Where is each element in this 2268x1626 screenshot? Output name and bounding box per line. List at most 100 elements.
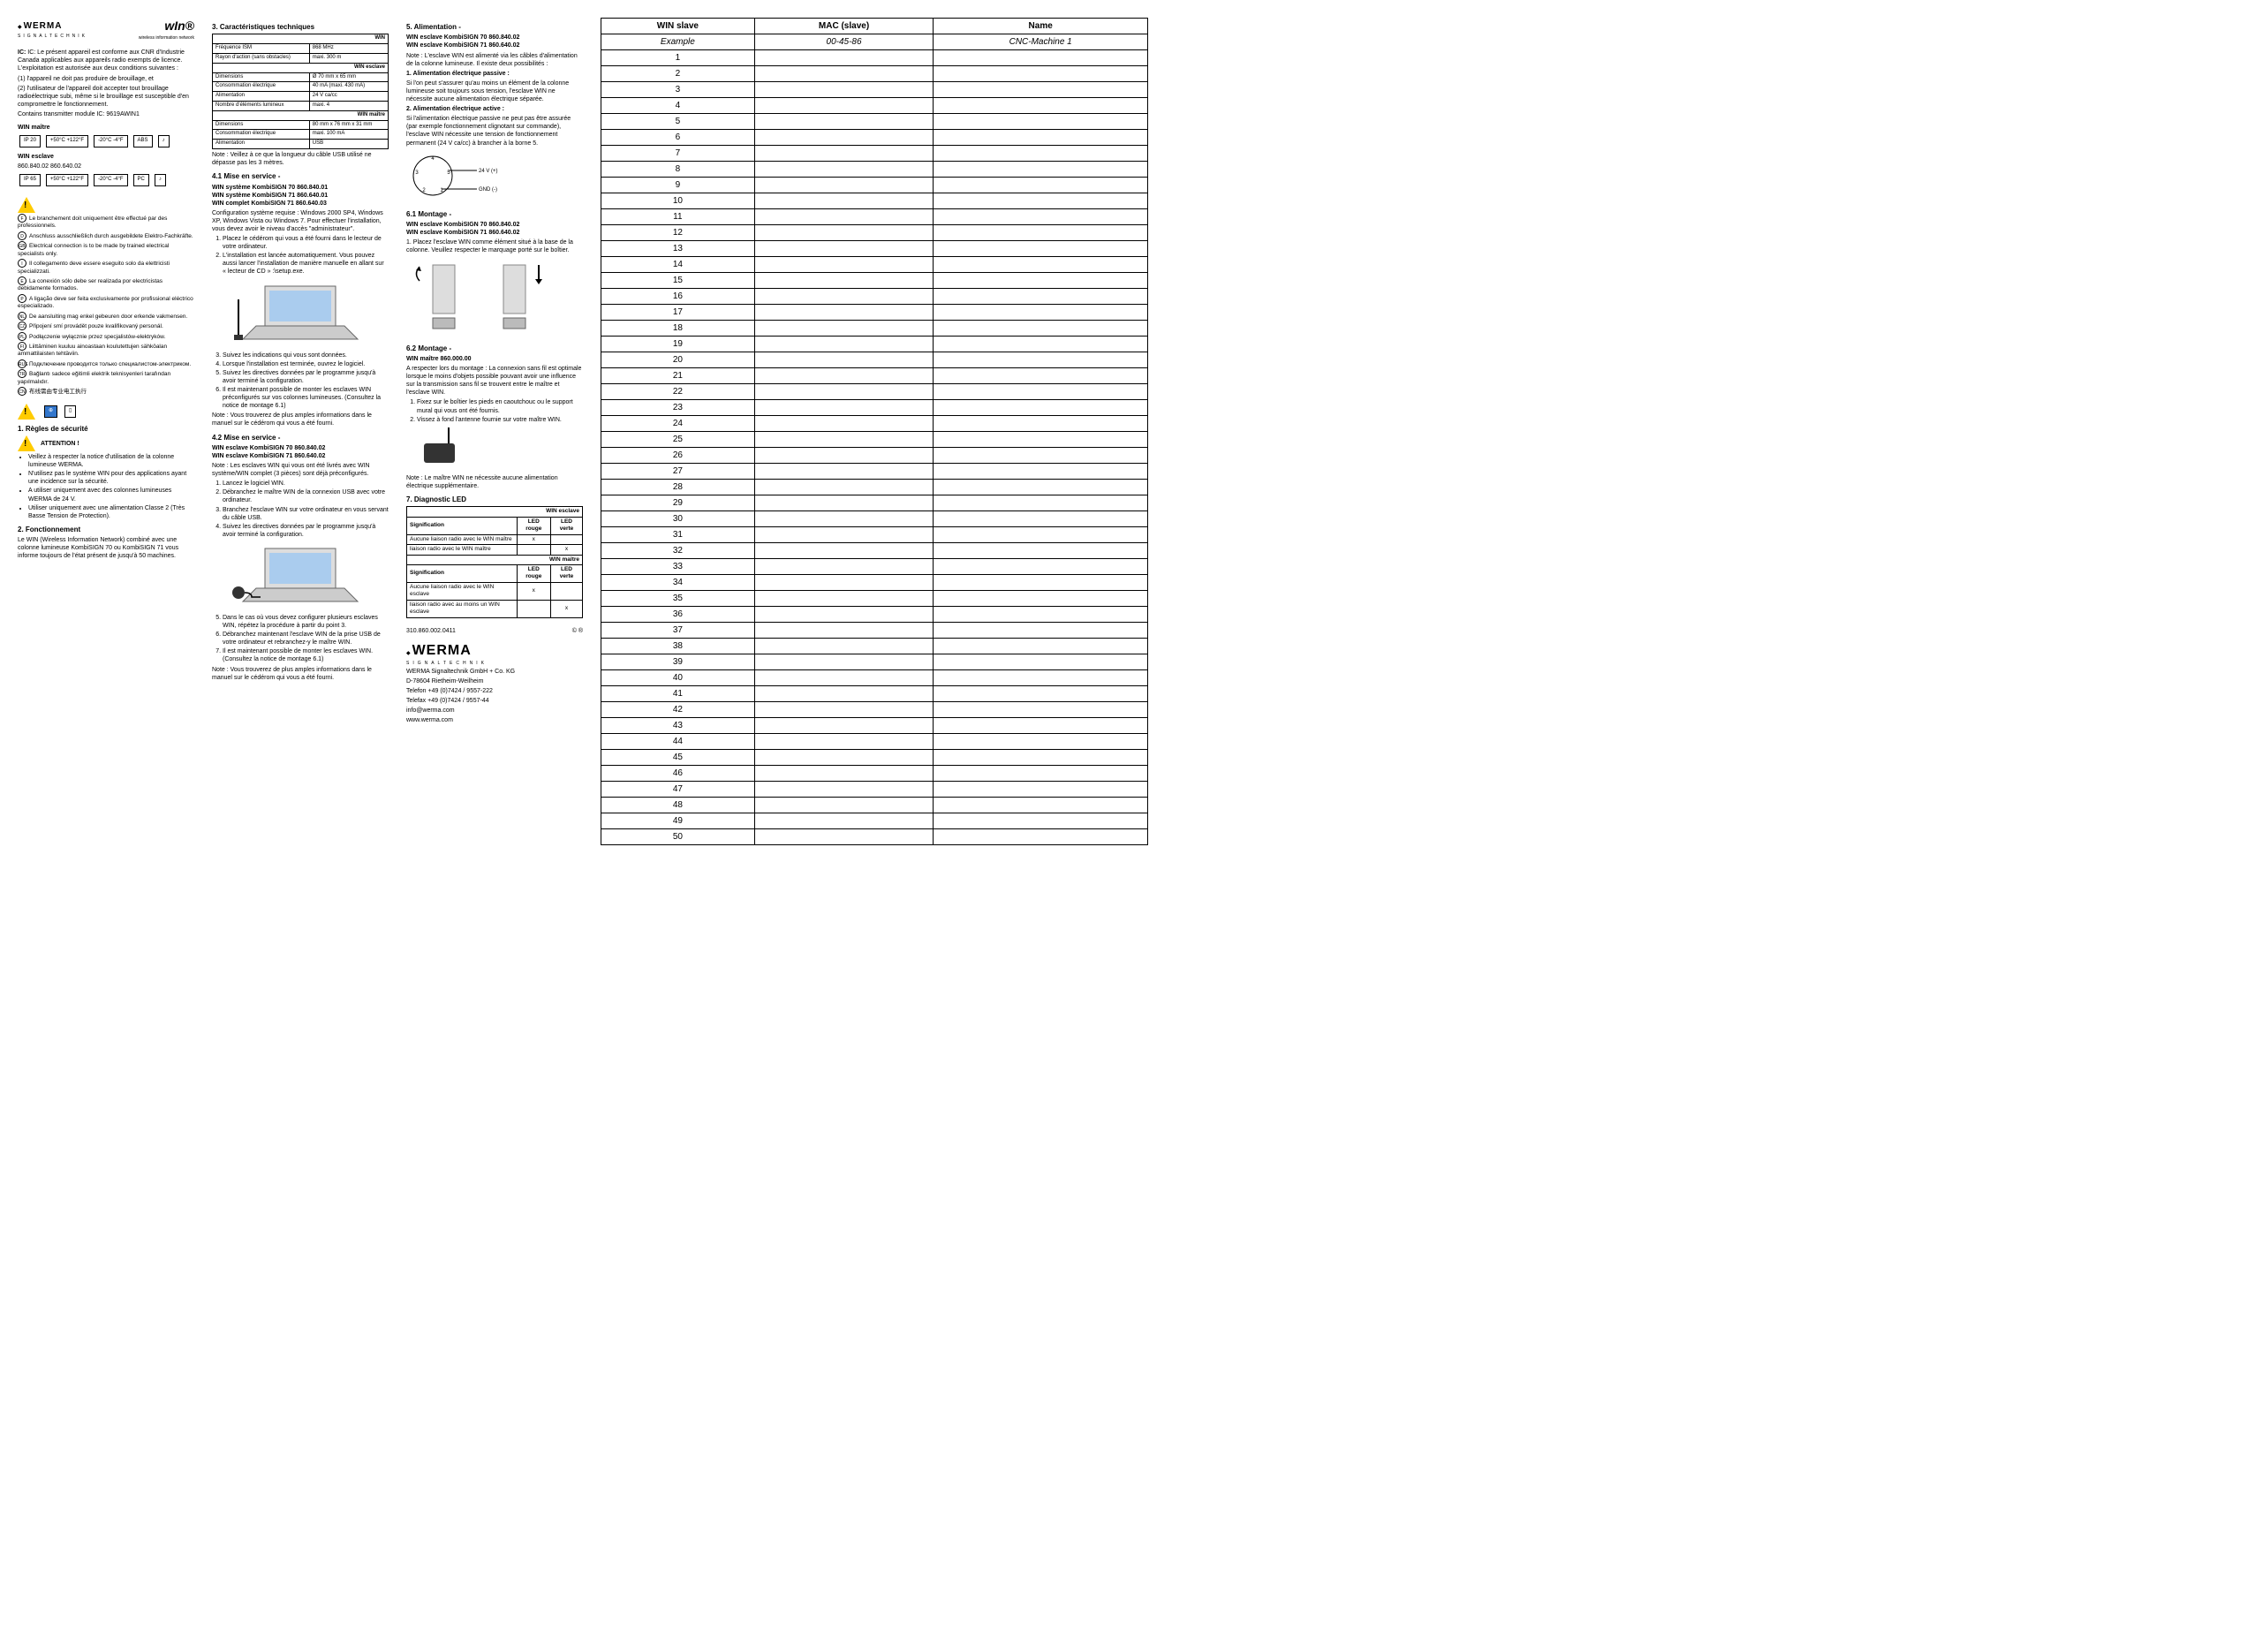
steps-42: Lancez le logiciel WIN.Débranchez le maî… xyxy=(223,480,389,539)
language-list: FLe branchement doit uniquement être eff… xyxy=(18,214,194,397)
ic-statement: IC: IC: Le présent appareil est conforme… xyxy=(18,49,194,72)
list-item: Lorsque l'installation est terminée, ouv… xyxy=(223,360,389,368)
lang-entry: GBElectrical connection is to be made by… xyxy=(18,241,194,258)
section2-text: Le WIN (Wireless Information Network) co… xyxy=(18,536,194,560)
lang-entry: CN布线需由专业电工执行 xyxy=(18,387,194,396)
section7-title: 7. Diagnostic LED xyxy=(406,495,583,504)
table-row: 5 xyxy=(601,114,1148,130)
steps62: Fixez sur le boîtier les pieds en caoutc… xyxy=(417,398,583,423)
svg-text:24 V (+): 24 V (+) xyxy=(479,169,498,174)
svg-text:2: 2 xyxy=(422,188,426,193)
list-item: Suivez les directives données par le pro… xyxy=(223,369,389,385)
section5-sub: WIN esclave KombiSIGN 70 860.840.02 WIN … xyxy=(406,34,583,49)
section61-title: 6.1 Montage - xyxy=(406,210,583,219)
table-row: 21 xyxy=(601,368,1148,384)
win-esclave-codes: 860.840.02 860.640.02 xyxy=(18,163,194,170)
table-row: 23 xyxy=(601,400,1148,416)
list-item: Utiliser uniquement avec une alimentatio… xyxy=(28,504,194,520)
lang-entry: TRBağlantı sadece eğitimli elektrik tekn… xyxy=(18,369,194,386)
list-item: Suivez les indications qui vous sont don… xyxy=(223,352,389,359)
config-req: Configuration système requise : Windows … xyxy=(212,209,389,233)
table-row: 25 xyxy=(601,432,1148,448)
win-logo: wIn® wireless information network xyxy=(139,18,194,42)
table-row: 50 xyxy=(601,829,1148,845)
table-row: 32 xyxy=(601,543,1148,559)
section5-title: 5. Alimentation - xyxy=(406,23,583,32)
win-esclave-icons: IP 65 +50°C +122°F -20°C -4°F PC ♪ xyxy=(18,172,194,188)
note62: Note : Le maître WIN ne nécessite aucune… xyxy=(406,474,583,490)
table-row: 6 xyxy=(601,130,1148,146)
steps-41: Placez le cédérom qui vous a été fourni … xyxy=(223,235,389,276)
steps-41b: Suivez les indications qui vous sont don… xyxy=(223,352,389,411)
maitre-illustration xyxy=(406,426,477,470)
spec-note: Note : Veillez à ce que la longueur du c… xyxy=(212,151,389,167)
table-row: 49 xyxy=(601,813,1148,829)
svg-text:GND (-): GND (-) xyxy=(479,187,497,193)
section62-note: A respecter lors du montage : La connexi… xyxy=(406,365,583,397)
section62-title: 6.2 Montage - xyxy=(406,344,583,353)
svg-text:5: 5 xyxy=(447,170,450,176)
laptop-illustration-2 xyxy=(212,544,389,606)
table-row: 38 xyxy=(601,639,1148,654)
table-row: 10 xyxy=(601,193,1148,209)
spec-table: WIN Fréquence ISM868 MHzRayon d'action (… xyxy=(212,34,389,149)
ic-transmitter: Contains transmitter module IC: 9619AWIN… xyxy=(18,110,194,118)
table-row: 45 xyxy=(601,750,1148,766)
list-item: Placez le cédérom qui vous a été fourni … xyxy=(223,235,389,251)
svg-text:3: 3 xyxy=(415,170,419,176)
table-row: 3 xyxy=(601,82,1148,98)
safety-rules: Veillez à respecter la notice d'utilisat… xyxy=(28,453,194,520)
table-row: 9 xyxy=(601,178,1148,193)
table-row: 41 xyxy=(601,686,1148,702)
note42: Note : Les esclaves WIN qui vous ont été… xyxy=(212,462,389,478)
list-item: Veillez à respecter la notice d'utilisat… xyxy=(28,453,194,469)
table-row: 42 xyxy=(601,702,1148,718)
table-row: 18 xyxy=(601,321,1148,337)
list-item: N'utilisez pas le système WIN pour des a… xyxy=(28,470,194,486)
table-row: 30 xyxy=(601,511,1148,527)
section5-note: Note : L'esclave WIN est alimenté via le… xyxy=(406,52,583,68)
list-item: Branchez l'esclave WIN sur votre ordinat… xyxy=(223,506,389,522)
table-row: 12 xyxy=(601,225,1148,241)
mounting-illustration xyxy=(406,256,565,336)
section62-sub: WIN maître 860.000.00 xyxy=(406,355,583,363)
table-row: 14 xyxy=(601,257,1148,273)
lang-entry: RUSПодключение проводится только специал… xyxy=(18,359,194,368)
table-row: 46 xyxy=(601,766,1148,782)
list-item: Débranchez maintenant l'esclave WIN de l… xyxy=(223,631,389,647)
section3-title: 3. Caractéristiques techniques xyxy=(212,23,389,32)
table-row: 48 xyxy=(601,798,1148,813)
ic-cond1: (1) l'appareil ne doit pas produire de b… xyxy=(18,75,194,83)
table-row: 35 xyxy=(601,591,1148,607)
win-slave-table: WIN slaveMAC (slave)Name Example00-45-86… xyxy=(601,18,1148,845)
win-esclave-label: WIN esclave xyxy=(18,154,54,160)
led-table-esclave: WIN esclave SignificationLED rougeLED ve… xyxy=(406,506,583,617)
doc-number: 310.860.002.0411 xyxy=(406,628,456,634)
table-row: 2 xyxy=(601,66,1148,82)
lang-entry: CZPřipojení smí provádět pouze kvalifiko… xyxy=(18,321,194,330)
section42-sub: WIN esclave KombiSIGN 70 860.840.02 WIN … xyxy=(212,444,389,460)
list-item: Il est maintenant possible de monter les… xyxy=(223,647,389,663)
section2-title: 2. Fonctionnement xyxy=(18,526,194,534)
table-row: 11 xyxy=(601,209,1148,225)
table-row: 37 xyxy=(601,623,1148,639)
table-row: 15 xyxy=(601,273,1148,289)
table-row: 26 xyxy=(601,448,1148,464)
lang-entry: PLPodłączenie wyłącznie przez specjalist… xyxy=(18,332,194,341)
table-row: 19 xyxy=(601,337,1148,352)
table-row: 8 xyxy=(601,162,1148,178)
step61: 1. Placez l'esclave WIN comme élément si… xyxy=(406,238,583,254)
lang-entry: IIl collegamento deve essere eseguito so… xyxy=(18,259,194,276)
section41-title: 4.1 Mise en service - xyxy=(212,172,389,181)
ic-cond2: (2) l'utilisateur de l'appareil doit acc… xyxy=(18,85,194,109)
table-row: 17 xyxy=(601,305,1148,321)
list-item: L'installation est lancée automatiquemen… xyxy=(223,252,389,276)
list-item: Suivez les directives données par le pro… xyxy=(223,523,389,539)
table-row: 39 xyxy=(601,654,1148,670)
table-row: 16 xyxy=(601,289,1148,305)
lang-entry: DAnschluss ausschließlich durch ausgebil… xyxy=(18,231,194,240)
list-item: Fixez sur le boîtier les pieds en caoutc… xyxy=(417,398,583,414)
table-row: 27 xyxy=(601,464,1148,480)
table-row: 40 xyxy=(601,670,1148,686)
table-row: 24 xyxy=(601,416,1148,432)
